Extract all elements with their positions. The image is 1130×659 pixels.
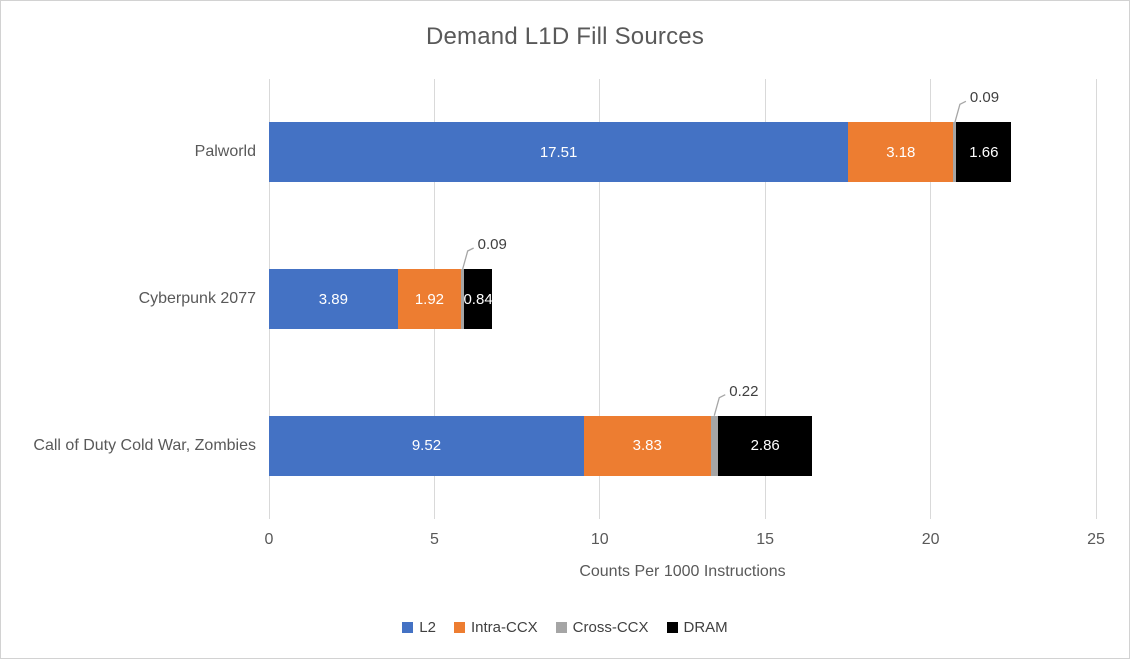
bar-segment-l2: 9.52 bbox=[269, 415, 584, 476]
category-label: Call of Duty Cold War, Zombies bbox=[33, 436, 256, 454]
legend-label: Intra-CCX bbox=[470, 619, 538, 636]
gridline bbox=[764, 79, 766, 519]
gridline bbox=[1095, 79, 1097, 519]
legend-marker-l2 bbox=[402, 622, 414, 633]
data-label-dram: 1.66 bbox=[969, 143, 999, 161]
legend-item-intra-ccx: Intra-CCX bbox=[453, 619, 538, 636]
category-label: Cyberpunk 2077 bbox=[138, 290, 256, 307]
bar-segment-dram: 0.84 bbox=[463, 269, 493, 329]
legend-label: DRAM bbox=[683, 619, 728, 636]
x-axis-title: Counts Per 1000 Instructions bbox=[579, 563, 786, 580]
data-label-dram: 0.84 bbox=[463, 290, 493, 308]
bar-segment-dram: 1.66 bbox=[956, 122, 1012, 183]
legend-marker-cross-ccx bbox=[555, 622, 567, 633]
bar-segment-intra-ccx: 3.83 bbox=[583, 415, 711, 476]
data-label-l2: 3.89 bbox=[318, 290, 348, 308]
bar-segment-l2: 3.89 bbox=[269, 269, 398, 329]
data-label-intra-ccx: 1.92 bbox=[414, 290, 445, 308]
gridline bbox=[599, 79, 601, 519]
x-tick-label: 25 bbox=[1087, 531, 1105, 548]
data-label-intra-ccx: 3.83 bbox=[632, 437, 662, 455]
data-label-intra-ccx: 3.18 bbox=[886, 143, 916, 161]
legend-label: L2 bbox=[419, 619, 436, 636]
bar-segment-intra-ccx: 3.18 bbox=[848, 122, 954, 183]
x-tick-label: 10 bbox=[590, 531, 609, 548]
chart-title: Demand L1D Fill Sources bbox=[425, 23, 705, 50]
data-label-l2: 17.51 bbox=[539, 143, 578, 161]
gridline bbox=[930, 79, 932, 519]
legend-item-l2: L2 bbox=[402, 619, 436, 636]
legend: L2 Intra-CCX Cross-CCX DRAM bbox=[1, 619, 1129, 636]
x-tick-label: 15 bbox=[756, 531, 775, 548]
data-label-callout-cross-ccx: 0.09 bbox=[477, 236, 507, 253]
bar-segment-intra-ccx: 1.92 bbox=[397, 269, 462, 329]
x-tick-label: 5 bbox=[429, 531, 439, 548]
bar-segment-cross-ccx bbox=[953, 122, 957, 183]
legend-marker-intra-ccx bbox=[453, 622, 465, 633]
x-tick-label: 0 bbox=[264, 531, 274, 548]
legend-marker-dram bbox=[666, 622, 678, 633]
data-label-callout-cross-ccx: 0.22 bbox=[729, 382, 759, 400]
bar-segment-dram: 2.86 bbox=[717, 415, 813, 476]
legend-item-cross-ccx: Cross-CCX bbox=[555, 619, 649, 636]
category-label: Palworld bbox=[194, 143, 256, 161]
data-label-l2: 9.52 bbox=[411, 437, 442, 455]
legend-item-dram: DRAM bbox=[666, 619, 728, 636]
bar-segment-l2: 17.51 bbox=[269, 122, 849, 183]
data-label-callout-cross-ccx: 0.09 bbox=[969, 89, 1000, 107]
data-label-dram: 2.86 bbox=[750, 437, 780, 455]
legend-label: Cross-CCX bbox=[572, 619, 649, 636]
bar-segment-cross-ccx bbox=[710, 415, 718, 476]
bar-segment-cross-ccx bbox=[461, 269, 465, 329]
x-tick-label: 20 bbox=[921, 531, 940, 548]
